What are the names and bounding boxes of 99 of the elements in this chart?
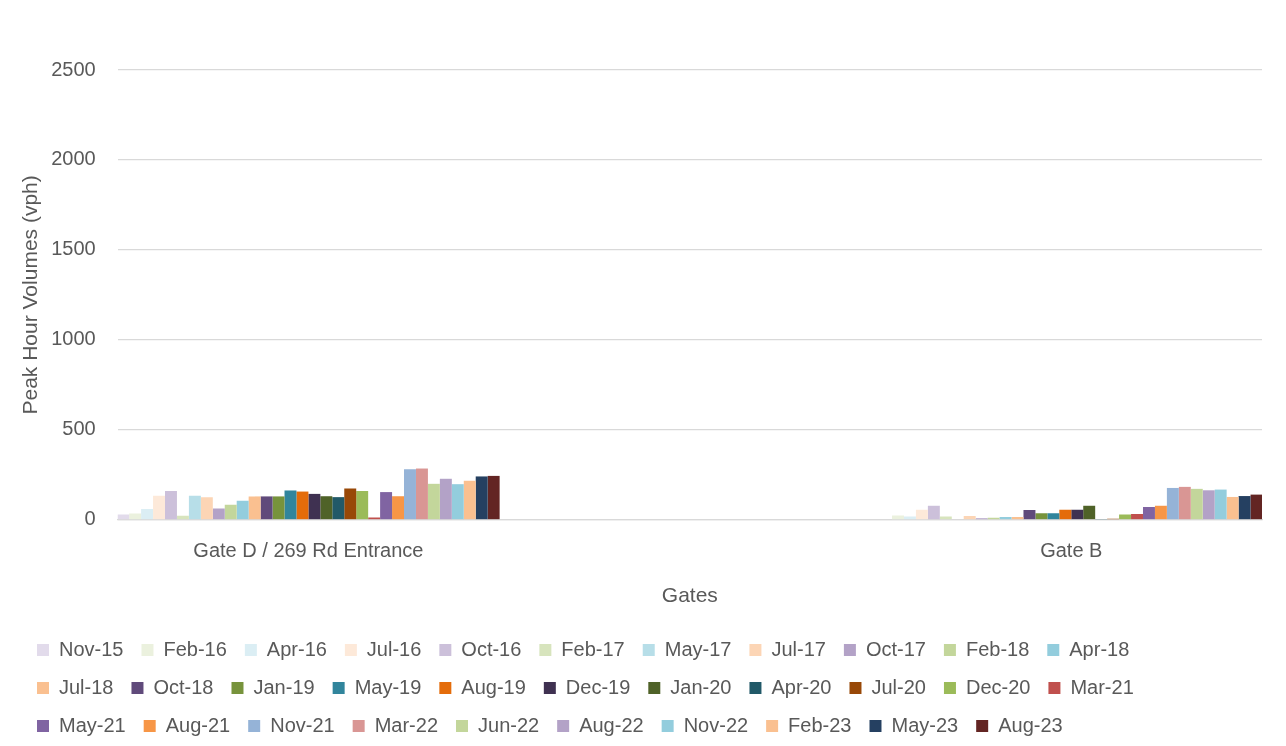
- bar: [1142, 507, 1155, 520]
- bar: [332, 497, 345, 520]
- bar: [487, 475, 500, 520]
- bar: [1131, 514, 1143, 520]
- legend-label: Mar-22: [374, 713, 439, 736]
- y-axis-title: Peak Hour Volumes (vph): [18, 175, 42, 415]
- legend-label: May-23: [891, 713, 959, 736]
- bar: [939, 516, 952, 520]
- bar: [1047, 513, 1060, 520]
- bar: [1202, 490, 1215, 520]
- bar: [284, 490, 297, 520]
- legend-label: Jul-16: [366, 637, 422, 660]
- y-tick-label: 1000: [51, 327, 96, 350]
- y-tick-label: 1500: [51, 237, 96, 260]
- legend-label: May-19: [354, 675, 422, 698]
- bar: [1023, 510, 1036, 520]
- bar: [1071, 509, 1084, 520]
- bar: [176, 515, 189, 520]
- bar: [392, 496, 405, 520]
- bar: [1178, 486, 1191, 520]
- bar: [1238, 496, 1251, 520]
- bar: [344, 488, 357, 520]
- x-axis-title: Gates: [661, 583, 718, 607]
- legend-label: Jan-19: [253, 675, 315, 698]
- legend-label: Dec-20: [965, 675, 1031, 698]
- legend-label: Feb-17: [561, 637, 625, 660]
- bar: [272, 496, 285, 520]
- legend-label: Dec-19: [565, 675, 631, 698]
- legend-label: May-21: [59, 713, 126, 736]
- legend-label: Jul-17: [771, 637, 826, 660]
- bar: [1035, 513, 1048, 520]
- bar: [141, 509, 154, 520]
- legend-label: Aug-23: [998, 713, 1063, 736]
- bar: [404, 469, 416, 520]
- y-tick-label: 0: [84, 507, 96, 530]
- bar: [999, 517, 1012, 520]
- legend-label: Nov-21: [270, 713, 335, 736]
- legend-label: Jul-18: [59, 675, 114, 698]
- bar: [129, 513, 142, 520]
- y-tick-label: 2500: [51, 57, 96, 80]
- legend-label: Feb-18: [965, 637, 1030, 660]
- bar: [427, 483, 440, 520]
- bar: [165, 491, 177, 520]
- bar: [212, 508, 225, 520]
- legend-label: Mar-21: [1070, 675, 1134, 698]
- legend-label: Nov-22: [683, 713, 749, 736]
- legend-label: Oct-18: [153, 675, 214, 698]
- bar: [320, 496, 333, 520]
- legend-label: May-17: [664, 637, 732, 660]
- bar: [1226, 496, 1239, 520]
- bar: [356, 491, 369, 520]
- legend-label: Feb-23: [788, 713, 852, 736]
- bar: [188, 495, 201, 520]
- bar: [248, 496, 261, 520]
- bar: [475, 476, 488, 520]
- y-tick-label: 500: [62, 417, 96, 440]
- legend-label: Feb-16: [163, 637, 227, 660]
- bar: [236, 500, 249, 520]
- bar: [915, 509, 928, 520]
- x-tick-label: Gate B: [1040, 539, 1103, 562]
- bar: [200, 497, 213, 520]
- bar: [1059, 509, 1072, 520]
- bar: [380, 492, 393, 520]
- bar: [1011, 517, 1024, 520]
- bar: [1214, 489, 1227, 520]
- bar: [1154, 505, 1167, 520]
- x-tick-label: Gate D / 269 Rd Entrance: [193, 539, 424, 562]
- legend-label: Aug-19: [461, 675, 526, 698]
- bar: [308, 493, 321, 520]
- bar: [1250, 494, 1262, 520]
- bar: [117, 514, 130, 520]
- bar: [963, 516, 976, 520]
- bar: [1190, 488, 1203, 520]
- legend-label: Aug-21: [165, 713, 231, 736]
- bar: [463, 480, 476, 520]
- bar: [1083, 505, 1096, 520]
- y-tick-label: 2000: [51, 147, 96, 170]
- legend-label: Jan-20: [670, 675, 732, 698]
- legend-label: Aug-22: [579, 713, 644, 736]
- bar: [415, 468, 428, 520]
- legend-label: Apr-20: [771, 675, 832, 698]
- bar: [224, 504, 237, 520]
- bar: [1166, 487, 1179, 520]
- legend-label: Oct-17: [865, 637, 926, 660]
- bar: [153, 495, 165, 520]
- bar: [260, 496, 273, 520]
- bar: [927, 505, 940, 520]
- bar: [892, 515, 904, 520]
- bar: [451, 484, 464, 520]
- legend-label: Jun-22: [478, 713, 540, 736]
- legend-label: Nov-15: [59, 637, 124, 660]
- legend-label: Apr-18: [1069, 637, 1130, 660]
- bar: [439, 478, 452, 520]
- legend-label: Jul-20: [871, 675, 926, 698]
- legend-label: Apr-16: [266, 637, 327, 660]
- bar: [296, 491, 309, 520]
- bar: [1119, 514, 1132, 520]
- legend-label: Oct-16: [461, 637, 522, 660]
- bar: [903, 516, 916, 520]
